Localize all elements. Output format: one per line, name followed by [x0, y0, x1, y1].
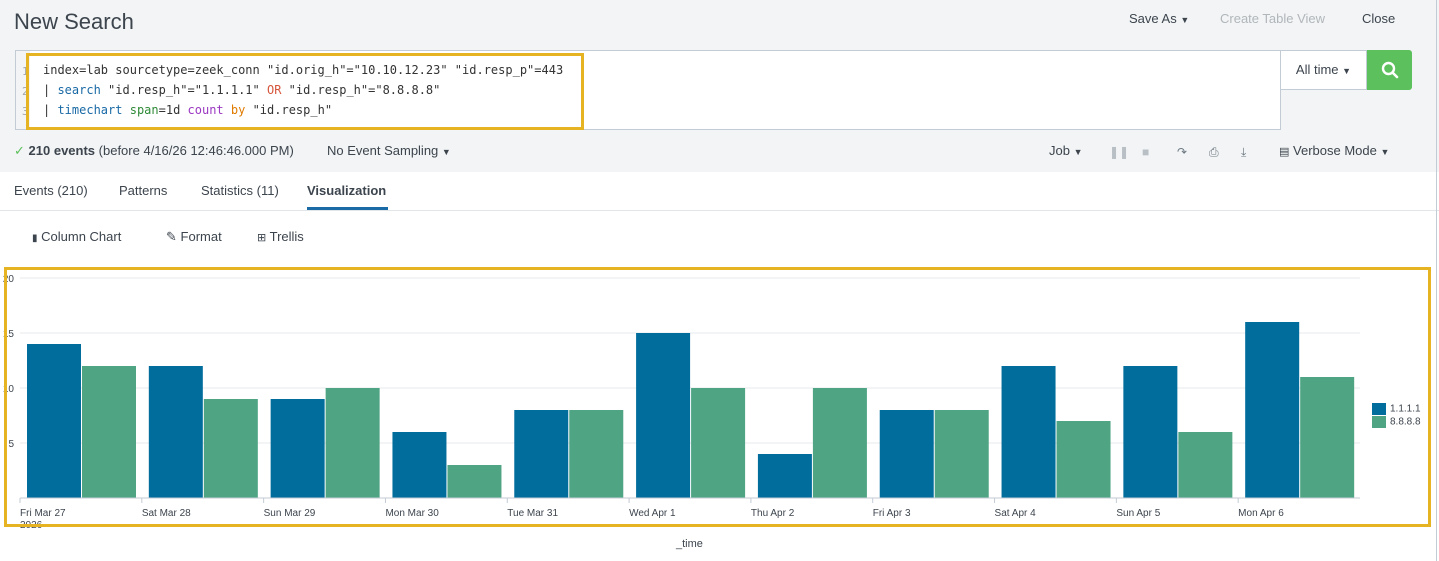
legend-item[interactable]: 8.8.8.8: [1372, 416, 1421, 428]
y-tick-label: 10: [3, 384, 15, 395]
bar[interactable]: [812, 388, 867, 498]
bar[interactable]: [1300, 377, 1355, 498]
check-icon: ✓: [14, 143, 25, 158]
share-icon[interactable]: ↷: [1177, 145, 1188, 159]
tab-patterns[interactable]: Patterns: [119, 183, 168, 198]
x-tick-label: Sat Apr 4: [995, 508, 1037, 519]
time-range-picker[interactable]: All time ▼: [1281, 50, 1367, 90]
x-tick-label: Fri Apr 3: [873, 508, 911, 519]
bar[interactable]: [934, 410, 989, 498]
event-sampling-dropdown[interactable]: No Event Sampling ▼: [327, 143, 451, 158]
close-button[interactable]: Close: [1362, 11, 1396, 26]
bar[interactable]: [569, 410, 624, 498]
job-menu[interactable]: Job ▼: [1049, 143, 1083, 158]
format-button[interactable]: ✎ Format: [166, 229, 222, 244]
bar[interactable]: [879, 410, 934, 498]
query-line-1: index=lab sourcetype=zeek_conn "id.orig_…: [43, 63, 564, 77]
page-title: New Search: [14, 9, 134, 34]
x-tick-label: Thu Apr 2: [751, 508, 795, 519]
x-axis-title: _time: [676, 538, 703, 550]
x-tick-label: Mon Mar 30: [385, 508, 439, 519]
save-as-button[interactable]: Save As ▼: [1129, 11, 1190, 26]
bar[interactable]: [636, 333, 691, 498]
bar[interactable]: [82, 366, 136, 498]
window-edge: [1436, 0, 1437, 561]
tab-visualization[interactable]: Visualization: [307, 183, 387, 198]
y-tick-label: 5: [8, 439, 14, 450]
chart-type-button[interactable]: ▮ Column Chart: [32, 229, 122, 244]
y-tick-label: 15: [3, 329, 15, 340]
x-tick-label: Mon Apr 6: [1238, 508, 1284, 519]
query-line-2: | search "id.resp_h"="1.1.1.1" OR "id.re…: [43, 83, 441, 97]
legend-swatch: [1372, 403, 1386, 415]
x-tick-label: Fri Mar 27: [20, 508, 66, 519]
active-tab-indicator: [307, 207, 388, 210]
search-button[interactable]: [1367, 50, 1412, 90]
bar[interactable]: [1001, 366, 1056, 498]
bar[interactable]: [27, 344, 81, 498]
bar[interactable]: [1056, 421, 1111, 498]
x-tick-label: Wed Apr 1: [629, 508, 676, 519]
line-number: 2: [22, 85, 29, 98]
bar[interactable]: [447, 465, 502, 498]
search-mode-dropdown[interactable]: ▤ Verbose Mode ▼: [1279, 143, 1390, 158]
print-icon[interactable]: ⎙: [1209, 145, 1219, 159]
bar[interactable]: [203, 399, 258, 498]
stop-icon[interactable]: ■: [1142, 145, 1150, 159]
x-tick-label: Sun Apr 5: [1116, 508, 1160, 519]
bar[interactable]: [691, 388, 746, 498]
query-line-3: | timechart span=1d count by "id.resp_h": [43, 103, 333, 117]
search-icon: [1381, 61, 1398, 79]
caret-down-icon: ▼: [1342, 66, 1352, 76]
create-table-view-button[interactable]: Create Table View: [1220, 11, 1326, 26]
bar[interactable]: [1245, 322, 1300, 498]
bar[interactable]: [148, 366, 203, 498]
query-highlight-box: [26, 53, 584, 130]
caret-down-icon: ▼: [1380, 147, 1390, 157]
grid-icon: ⊞: [257, 232, 267, 244]
bar[interactable]: [270, 399, 325, 498]
search-editor[interactable]: 1 2 3 index=lab sourcetype=zeek_conn "id…: [15, 50, 1281, 130]
y-tick-label: 20: [3, 274, 15, 285]
line-number: 1: [22, 65, 29, 78]
caret-down-icon: ▼: [1073, 147, 1083, 157]
bar[interactable]: [325, 388, 380, 498]
x-tick-label: Tue Mar 31: [507, 508, 558, 519]
x-tick-label: Sat Mar 28: [142, 508, 191, 519]
bar[interactable]: [514, 410, 569, 498]
line-number: 3: [22, 105, 29, 118]
tab-events[interactable]: Events (210): [14, 183, 88, 198]
caret-down-icon: ▼: [1180, 15, 1190, 25]
tab-statistics[interactable]: Statistics (11): [201, 183, 279, 198]
bar[interactable]: [757, 454, 812, 498]
x-tick-label: Sun Mar 29: [264, 508, 316, 519]
bar-chart-icon: ▮: [32, 233, 38, 244]
chart-highlight-box: [4, 267, 1431, 527]
legend-item[interactable]: 1.1.1.1: [1372, 403, 1421, 415]
bar[interactable]: [392, 432, 447, 498]
bar[interactable]: [1123, 366, 1178, 498]
event-count-status: ✓ 210 events (before 4/16/26 12:46:46.00…: [14, 143, 294, 158]
bar[interactable]: [1178, 432, 1233, 498]
pencil-icon: ✎: [166, 229, 177, 244]
legend-swatch: [1372, 416, 1386, 428]
trellis-button[interactable]: ⊞ Trellis: [257, 229, 304, 244]
mode-icon: ▤: [1279, 146, 1290, 158]
caret-down-icon: ▼: [441, 147, 451, 157]
export-icon[interactable]: ⤓: [1241, 145, 1247, 159]
results-tabs: Events (210) Patterns Statistics (11) Vi…: [0, 172, 1439, 211]
pause-icon[interactable]: ❚❚: [1109, 145, 1130, 159]
